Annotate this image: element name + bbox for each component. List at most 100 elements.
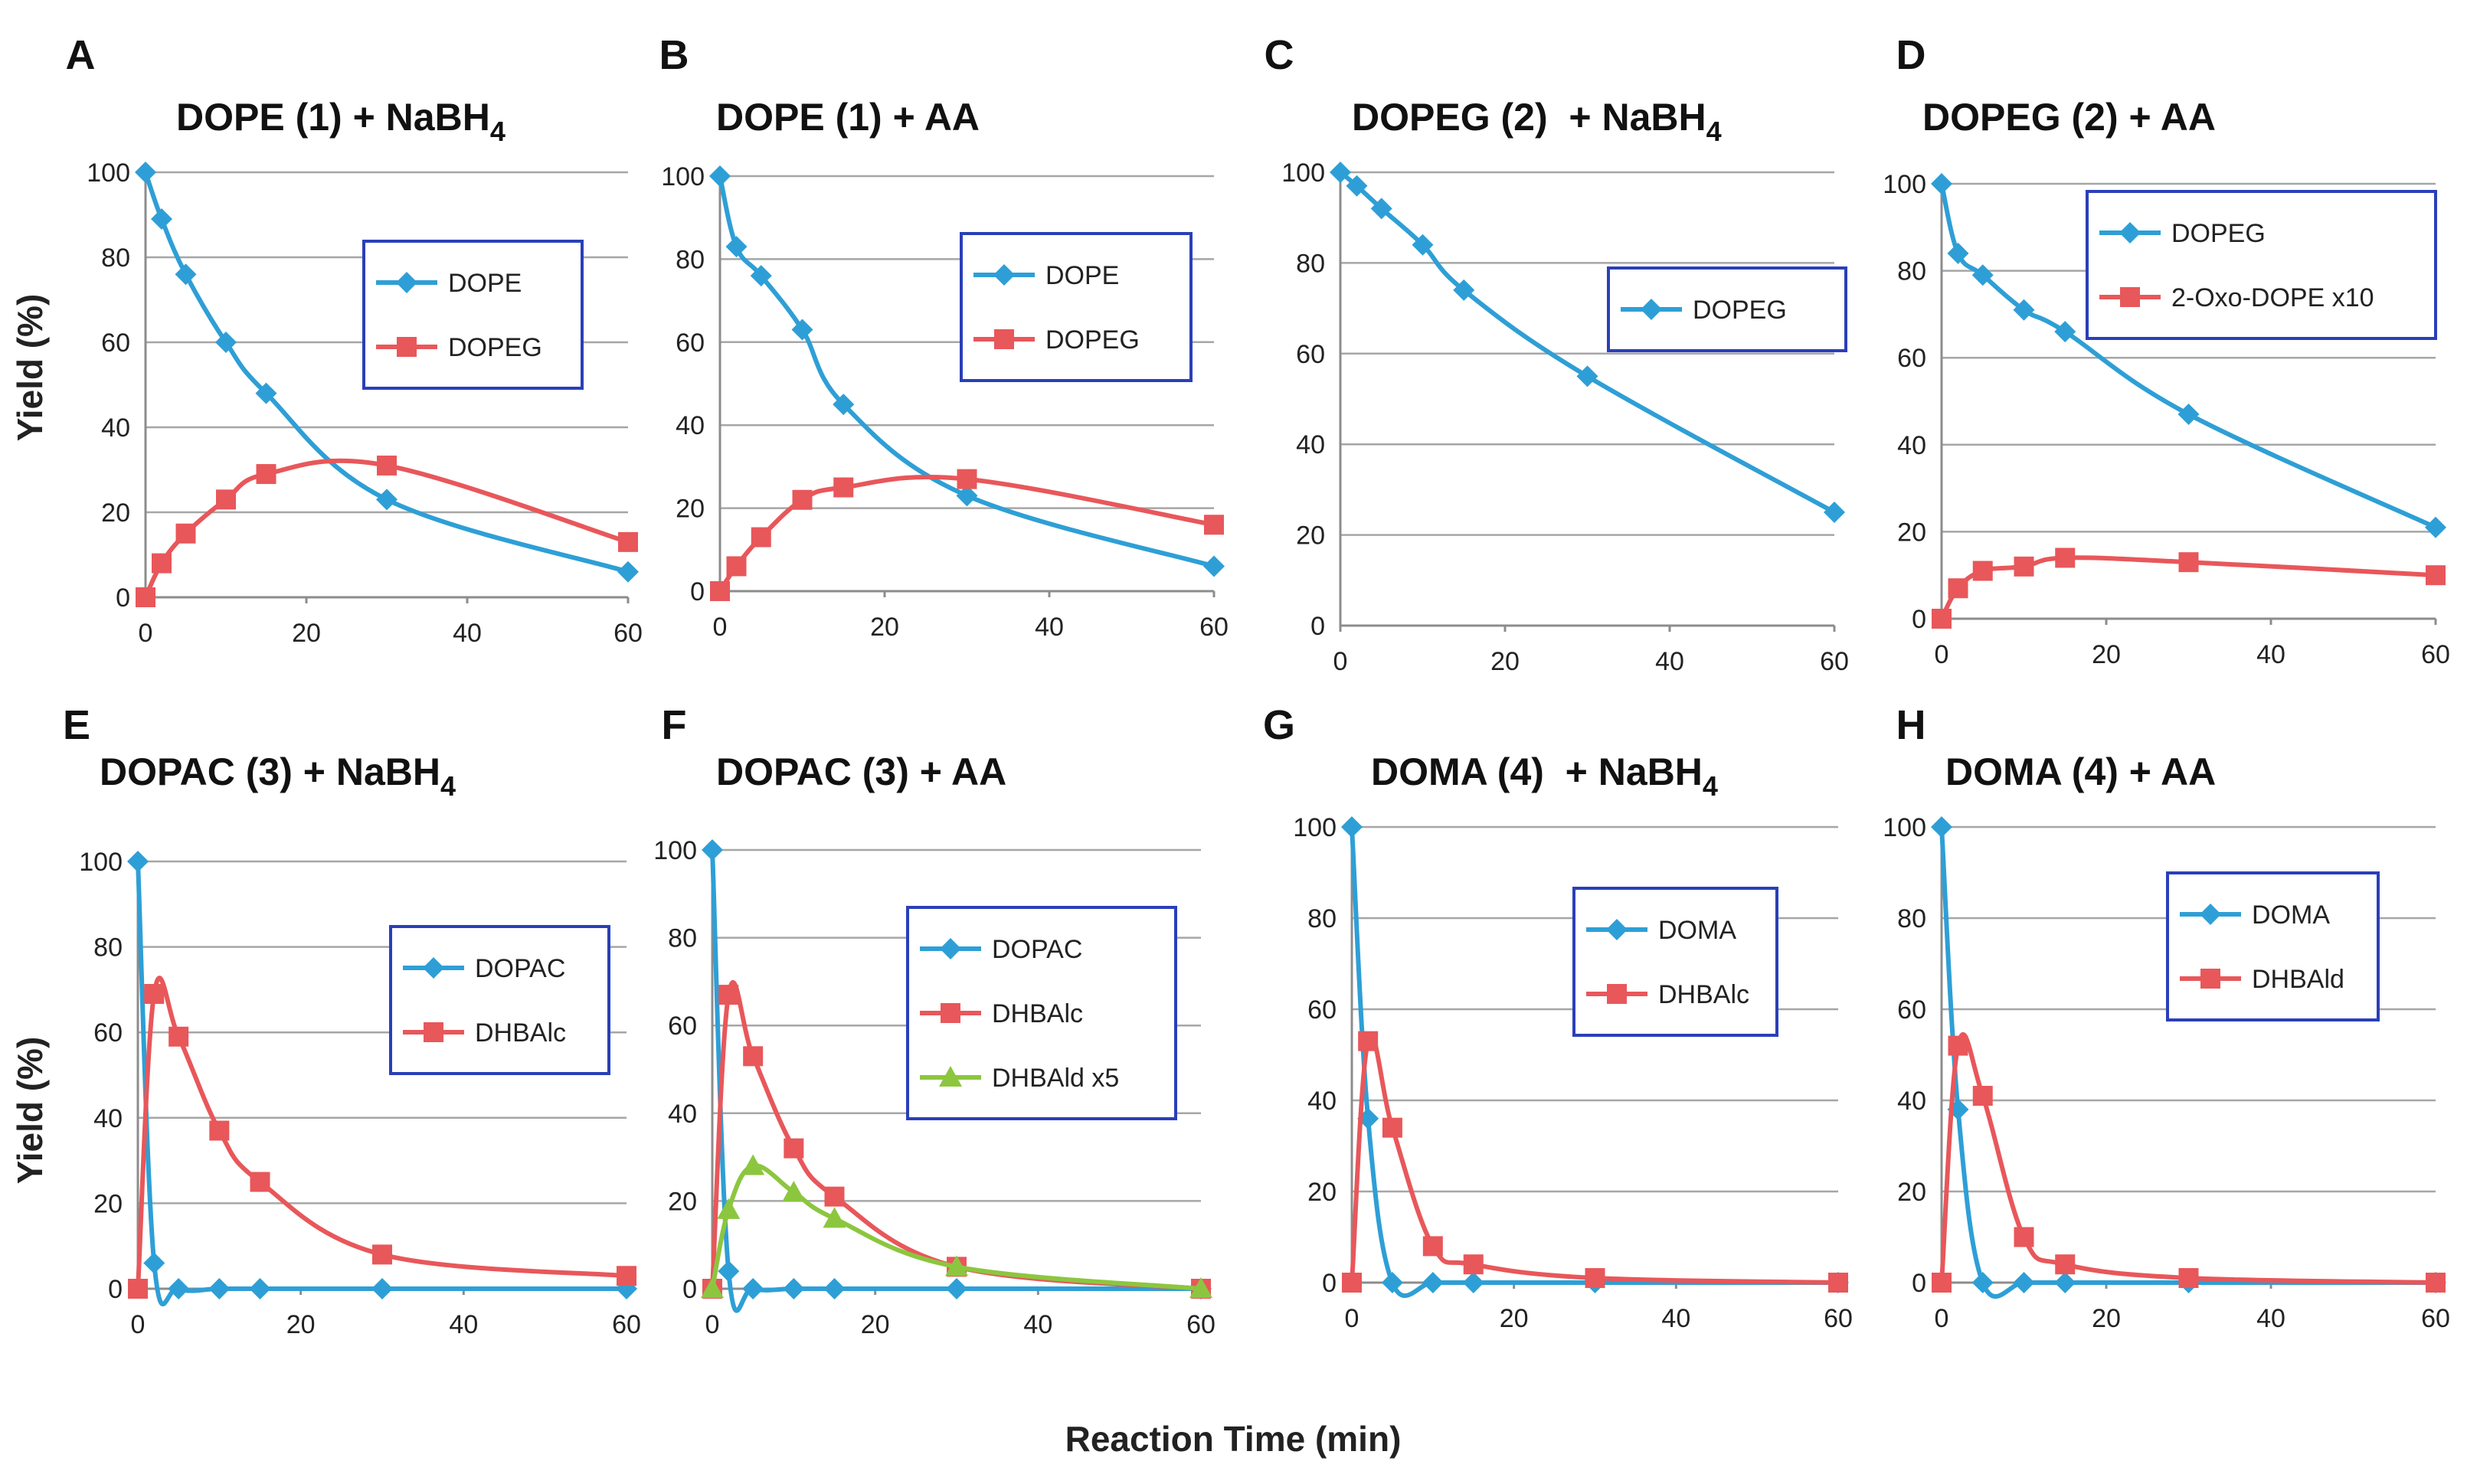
data-point [1948,1035,1968,1056]
legend-label: DOPEG [448,333,542,362]
data-point [2426,1273,2446,1293]
y-tick-label: 0 [108,1275,123,1304]
data-point [1828,1273,1848,1293]
data-point [135,162,156,183]
y-tick-label: 60 [93,1018,123,1048]
panel-title: DOPE (1) + AA [716,96,980,139]
y-tick-label: 80 [1897,257,1926,286]
data-point [726,556,747,577]
legend: DOPAC DHBAlc [389,925,610,1075]
x-tick-label: 60 [1199,613,1229,642]
y-tick-label: 0 [116,583,130,613]
legend-box [2166,871,2380,1021]
y-tick-label: 40 [1307,1087,1337,1116]
data-point [956,485,978,507]
data-point [2014,1227,2034,1247]
y-tick-label: 20 [1296,521,1325,551]
data-point [945,1255,968,1276]
y-tick-label: 20 [101,498,130,528]
legend-box [389,925,610,1075]
legend: DOPEG 2-Oxo-DOPE x10 [2086,190,2437,340]
x-tick-label: 40 [2256,640,2285,669]
data-point [2054,321,2076,343]
legend-marker [939,1066,962,1087]
legend: DOPE DOPEG [362,240,584,390]
data-point [1330,162,1351,183]
data-point [255,382,277,404]
panel-title-subscript: 4 [490,116,506,147]
data-point [751,527,771,548]
data-point [1342,1273,1362,1293]
panel-letter: H [1896,702,1926,748]
x-tick-label: 0 [1345,1304,1359,1333]
series-line-dopeg [143,458,629,599]
data-point [833,394,855,416]
y-tick-label: 80 [1897,904,1926,933]
panel-title-subscript: 4 [1706,116,1722,147]
legend-label: DOPE [448,269,522,298]
data-point [2013,299,2035,321]
data-point [823,1278,846,1299]
legend-marker [2120,287,2140,307]
data-point [750,265,772,287]
x-tick-label: 0 [1935,640,1949,669]
panel-letter: C [1265,32,1294,78]
data-point [143,1252,165,1274]
y-tick-label: 60 [1307,995,1337,1025]
chart-panel-d: D DOPEG (2) + AA 0 20 40 60 80 100 0 20 40 60 DOPEG 2… [1883,32,2450,669]
legend-label: 2-Oxo-DOPE x10 [2171,283,2374,312]
panel-title-subscript: 4 [1703,770,1718,802]
legend-marker [993,264,1015,286]
data-point [783,1278,805,1299]
legend: DOMA DHBAlc [1572,887,1778,1037]
legend-label: DOPAC [992,935,1082,964]
legend-marker [941,1003,960,1023]
data-point [2178,1268,2199,1289]
y-tick-label: 40 [1897,1087,1926,1116]
panel-title-main: DOPEG (2) + NaBH [1352,96,1706,139]
data-point [1412,234,1434,256]
y-tick-label: 80 [93,933,123,963]
y-tick-label: 20 [93,1189,123,1218]
x-tick-label: 20 [2092,1304,2121,1333]
x-tick-label: 20 [870,613,899,642]
data-point [2054,1272,2076,1293]
data-point [792,489,813,510]
data-point [1381,1272,1403,1293]
data-point [215,332,237,353]
x-tick-label: 40 [453,619,482,648]
x-tick-label: 0 [1333,647,1348,676]
data-point [1932,609,1952,629]
x-tick-label: 60 [1820,647,1849,676]
data-point [175,263,197,286]
x-tick-label: 60 [1824,1304,1853,1333]
x-tick-label: 0 [139,619,153,648]
panel-title-main: DOPEG (2) + AA [1922,96,2216,139]
y-tick-label: 20 [676,495,705,524]
y-tick-label: 40 [1296,430,1325,459]
legend: DOMA DHBAld [2166,871,2380,1021]
x-tick-label: 0 [713,613,728,642]
data-point [710,581,730,601]
x-tick-label: 0 [1935,1304,1949,1333]
legend-label: DHBAlc [1658,980,1749,1009]
data-point [1971,1272,1994,1293]
data-point [946,1278,967,1299]
data-point [784,1138,804,1159]
data-point [1382,1117,1402,1138]
panel-title-main: DOPE (1) + NaBH [176,96,490,139]
panel-title: DOPAC (3) + NaBH4 [100,750,456,802]
data-point [824,1186,845,1207]
y-tick-label: 0 [1912,605,1926,634]
data-point [823,1207,846,1228]
legend-label: DOPEG [1045,325,1140,355]
panel-title-subscript: 4 [440,770,456,802]
legend-label: DOMA [1658,916,1736,945]
panel-title-main: DOPE (1) + AA [716,96,980,139]
y-tick-label: 60 [676,329,705,358]
data-point [1931,816,1952,838]
data-point [168,1278,190,1299]
